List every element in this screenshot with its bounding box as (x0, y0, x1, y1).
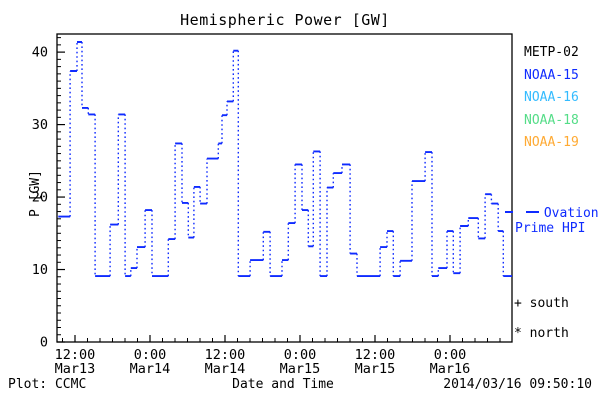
x-tick-time-label: 0:00 (134, 347, 167, 363)
x-tick-time-label: 12:00 (355, 347, 396, 363)
x-tick-date-label: Mar14 (205, 361, 246, 377)
y-tick-label: 20 (32, 190, 48, 206)
x-axis-title: Date and Time (232, 377, 334, 392)
legend-item-metp02: METP-02 (524, 45, 579, 60)
series-vertical-connectors (69, 42, 504, 277)
plot-border (56, 33, 513, 343)
x-tick-time-label: 12:00 (55, 347, 96, 363)
y-tick-label: 40 (32, 45, 48, 61)
ovation-label-2: Prime HPI (515, 221, 586, 236)
legend-item-noaa18: NOAA-18 (524, 112, 579, 128)
x-tick-date-label: Mar15 (280, 361, 321, 377)
legend-item-noaa15: NOAA-15 (524, 67, 579, 83)
satellite-legend: METP-02 NOAA-15 NOAA-16 NOAA-18 NOAA-19 (524, 42, 579, 155)
ovation-legend-line1: Ovation (505, 206, 599, 221)
plot-source-label: Plot: CCMC (8, 377, 87, 392)
x-tick-date-label: Mar15 (355, 361, 396, 377)
south-marker-note: + south (514, 296, 569, 311)
x-tick-date-label: Mar14 (130, 361, 171, 377)
x-tick-time-label: 0:00 (284, 347, 317, 363)
y-tick-label: 10 (32, 262, 48, 278)
chart-title: Hemispheric Power [GW] (180, 11, 390, 29)
north-marker-note: * north (514, 326, 569, 341)
x-tick-time-label: 0:00 (434, 347, 467, 363)
legend-item-noaa19: NOAA-19 (524, 135, 579, 150)
y-tick-label: 30 (32, 117, 48, 133)
y-tick-label: 0 (40, 335, 48, 351)
x-tick-time-label: 12:00 (205, 347, 246, 363)
legend-item-noaa16: NOAA-16 (524, 90, 579, 105)
ovation-label-1: Ovation (543, 206, 599, 221)
dash-line-sample-icon (505, 211, 513, 213)
dash-line-sample-icon (525, 211, 539, 213)
x-tick-date-label: Mar16 (430, 361, 471, 377)
plot-timestamp: 2014/03/16 09:50:10 (443, 377, 592, 392)
ovation-prime-legend: Ovation Prime HPI (505, 206, 599, 236)
x-tick-date-label: Mar13 (55, 361, 96, 377)
series-step-line (58, 41, 512, 278)
